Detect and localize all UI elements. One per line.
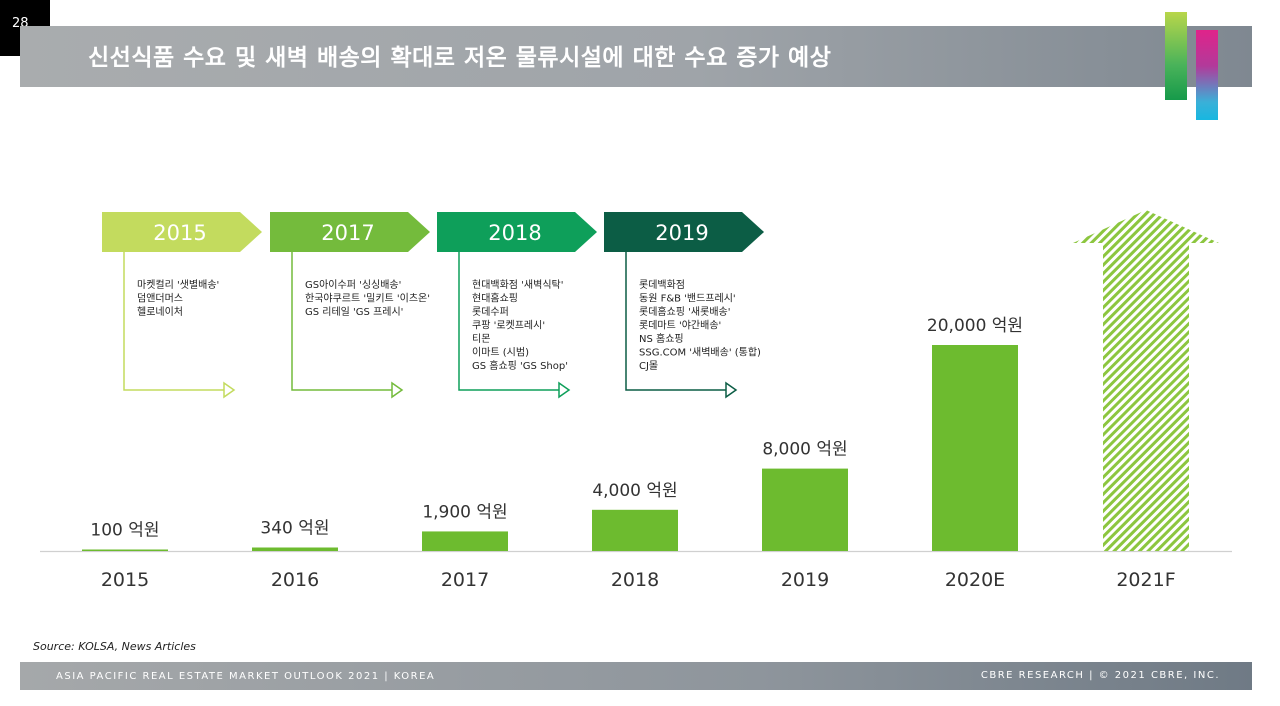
data-label-2020E: 20,000 억원 [927,316,1023,336]
timeline-item: 티몬 [472,333,490,345]
timeline-year: 2017 [321,221,374,245]
timeline-item: 이마트 (시범) [472,347,529,359]
timeline-connector-arrowhead [391,381,404,399]
data-label-2016: 340 억원 [260,518,329,538]
timeline-2017: 2017 GS아이수퍼 '싱싱배송' 한국야쿠르트 '밀키트 '이츠온'GS 리테일… [270,212,430,399]
timeline-item: 롯데백화점 [639,279,685,291]
footer-bar [20,662,1252,690]
timeline-item: 한국야쿠르트 '밀키트 '이츠온' [305,293,430,305]
timeline-connector-arrowhead [558,381,571,399]
timeline-connector-arrowhead [725,381,738,399]
page-title: 신선식품 수요 및 새벽 배송의 확대로 저온 물류시설에 대한 수요 증가 예… [88,45,832,71]
timeline-arrow-banner [437,212,597,252]
data-label-2017: 1,900 억원 [422,502,507,522]
brand-mark-magenta [1196,30,1218,120]
timeline-item: GS 홈쇼핑 'GS Shop' [472,359,568,372]
brand-mark-green [1165,12,1187,100]
data-label-2015: 100 억원 [90,521,159,541]
bar-2020E [932,345,1018,551]
x-tick-2020E: 2020E [945,569,1005,591]
timeline-connector-arrowhead [223,381,236,399]
bar-chart: 100 억원 2015 340 억원 2016 1,900 억원 2017 4,000 억원… [40,210,1232,591]
timeline-item: 헬로네이처 [137,306,183,318]
timeline-year: 2018 [488,221,541,245]
timeline-item: 덤앤더머스 [137,293,183,305]
bar-2016 [252,547,338,551]
footer-right: CBRE RESEARCH | © 2021 CBRE, INC. [980,670,1220,681]
timeline-item: NS 홈쇼핑 [639,332,684,345]
bar-2018 [592,509,678,551]
bar-2015 [82,549,168,551]
timeline-item: 쿠팡 '로켓프레시' [472,320,545,332]
timeline-item: 마켓컬리 '샛별배송' [137,278,219,291]
timeline-item: 롯데수퍼 [472,306,509,318]
timeline-connector [625,252,726,391]
source-note: Source: KOLSA, News Articles [33,640,196,653]
timeline-arrow-banner [604,212,764,252]
x-tick-2018: 2018 [611,569,659,591]
timeline-arrow-banner [102,212,262,252]
timeline-arrow-banner [270,212,430,252]
bar-2017 [422,531,508,551]
x-tick-2021F: 2021F [1116,569,1175,591]
timeline-connector [458,252,559,391]
timeline-item: CJ몰 [639,360,658,372]
timeline-item: SSG.COM '새벽배송' (통합) [639,347,761,359]
timeline-item: 롯데홈쇼핑 '새롯배송' [639,305,730,318]
data-label-2018: 4,000 억원 [592,481,677,501]
timeline-connector [291,252,392,391]
bar-2019 [762,468,848,551]
timeline-year: 2019 [655,221,708,245]
footer-left: ASIA PACIFIC REAL ESTATE MARKET OUTLOOK … [56,671,436,682]
x-tick-2015: 2015 [101,569,149,591]
timeline-item: 롯데마트 '야간배송' [639,320,721,332]
timeline-item: 현대홈쇼핑 [472,292,518,305]
data-label-2019: 8,000 억원 [762,440,847,460]
timeline-connector [123,252,224,391]
timeline-item: 현대백화점 '새벽식탁' [472,279,563,291]
x-tick-2019: 2019 [781,569,829,591]
timeline-year: 2015 [153,221,206,245]
timeline-item: 동원 F&B '밴드프레시' [639,293,736,305]
timeline-item: GS아이수퍼 '싱싱배송' [305,279,401,291]
bar-2021F-forecast-arrow [1073,210,1219,551]
x-tick-2016: 2016 [271,569,319,591]
x-tick-2017: 2017 [441,569,489,591]
title-bar [20,26,1252,87]
timeline-item: GS 리테일 'GS 프레시' [305,306,403,318]
